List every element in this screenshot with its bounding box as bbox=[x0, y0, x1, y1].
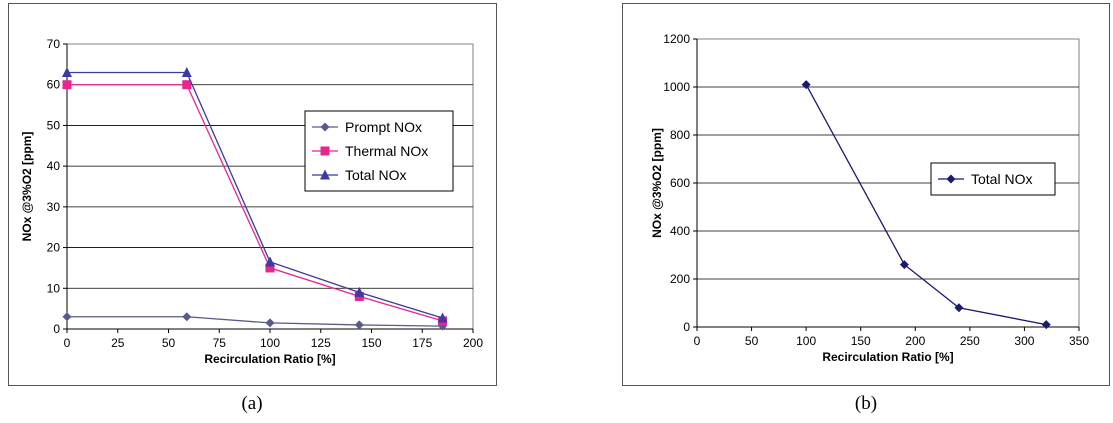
chart-b-x-tick-label: 150 bbox=[851, 334, 871, 348]
chart-b-y-tick-label: 1200 bbox=[663, 32, 690, 46]
chart-a-point-thermal-nox bbox=[62, 80, 72, 90]
chart-a-y-tick-label: 40 bbox=[47, 159, 61, 173]
chart-panel-b: 0 200 400 600 800 1000 1200 0 50 100 150 200 250 300 3… bbox=[622, 3, 1110, 386]
chart-a-y-tick-label: 60 bbox=[47, 78, 61, 92]
chart-a-point-prompt-nox bbox=[62, 312, 72, 322]
chart-a-point-total-nox bbox=[354, 286, 365, 297]
chart-a-legend-label-prompt-nox: Prompt NOx bbox=[345, 119, 422, 135]
chart-b-y-tick-label: 1000 bbox=[663, 80, 690, 94]
chart-b-x-tick-label: 350 bbox=[1069, 334, 1089, 348]
chart-a-point-total-nox bbox=[181, 67, 192, 77]
caption-a: (a) bbox=[241, 393, 263, 414]
chart-b-point-total-nox bbox=[899, 260, 909, 270]
chart-b-x-tick-label: 250 bbox=[960, 334, 980, 348]
chart-b-x-tick-label: 50 bbox=[745, 334, 759, 348]
chart-b-series-total-nox bbox=[801, 80, 1051, 330]
chart-b-svg: 0 200 400 600 800 1000 1200 0 50 100 150 200 250 300 3… bbox=[650, 32, 1089, 364]
chart-panel-a: 0 10 20 30 40 50 60 70 0 25 50 75 100 125 150 175 200 Rec… bbox=[8, 3, 497, 386]
chart-a-point-total-nox bbox=[265, 256, 275, 267]
chart-b-x-tick-label: 200 bbox=[905, 334, 925, 348]
chart-a-svg: 0 10 20 30 40 50 60 70 0 25 50 75 100 125 150 175 200 Rec… bbox=[20, 37, 483, 366]
chart-a-point-total-nox bbox=[437, 312, 448, 323]
chart-a-y-tick-label: 10 bbox=[47, 281, 61, 295]
chart-a-legend-marker-prompt-nox bbox=[320, 122, 330, 132]
chart-a-point-thermal-nox bbox=[182, 80, 192, 90]
chart-a-legend-label-total-nox: Total NOx bbox=[345, 167, 406, 183]
chart-a-legend-marker-total-nox bbox=[320, 169, 330, 180]
chart-b-line-total-nox bbox=[805, 84, 1047, 326]
chart-a-y-tick-label: 50 bbox=[47, 118, 61, 132]
chart-a-y-tick-label: 0 bbox=[53, 322, 60, 336]
chart-a-x-tick-label: 75 bbox=[213, 336, 227, 350]
chart-a-x-tick-label: 125 bbox=[311, 336, 331, 350]
chart-a-legend-marker-thermal-nox bbox=[320, 146, 330, 156]
chart-b-y-tick-label: 800 bbox=[670, 128, 690, 142]
caption-b: (b) bbox=[854, 393, 878, 414]
chart-a-x-tick-label: 175 bbox=[412, 336, 432, 350]
chart-b-y-tick-label: 600 bbox=[670, 176, 690, 190]
chart-b-point-total-nox bbox=[801, 80, 811, 90]
chart-a-point-thermal-nox bbox=[265, 263, 275, 273]
chart-a-x-tick-label: 25 bbox=[111, 336, 125, 350]
chart-a-x-tick-label: 200 bbox=[463, 336, 483, 350]
chart-a-point-prompt-nox bbox=[265, 318, 275, 328]
chart-a-point-prompt-nox bbox=[182, 312, 192, 322]
chart-b-y-tick-label: 200 bbox=[670, 272, 690, 286]
chart-a-point-prompt-nox bbox=[354, 320, 364, 330]
chart-a-x-tick-label: 100 bbox=[260, 336, 280, 350]
chart-b-y-axis-label: NOx @3%O2 [ppm] bbox=[650, 128, 664, 238]
chart-b-point-total-nox bbox=[954, 303, 964, 313]
chart-b-x-tick-label: 0 bbox=[694, 334, 701, 348]
chart-a-x-tick-label: 0 bbox=[64, 336, 71, 350]
chart-a-y-axis-label: NOx @3%O2 [ppm] bbox=[20, 132, 34, 242]
chart-a-legend-label-thermal-nox: Thermal NOx bbox=[345, 143, 428, 159]
chart-b-y-tick-label: 400 bbox=[670, 224, 690, 238]
chart-b-legend-label-total-nox: Total NOx bbox=[971, 171, 1032, 187]
chart-a-point-total-nox bbox=[62, 67, 72, 77]
chart-b-y-tick-label: 0 bbox=[683, 320, 690, 334]
chart-a-x-tick-label: 150 bbox=[361, 336, 381, 350]
chart-a-y-tick-label: 70 bbox=[47, 37, 61, 51]
chart-b-x-tick-label: 100 bbox=[796, 334, 816, 348]
chart-a-x-axis-label: Recirculation Ratio [%] bbox=[204, 352, 335, 366]
chart-b-point-total-nox bbox=[1041, 320, 1051, 330]
chart-b-x-axis-label: Recirculation Ratio [%] bbox=[822, 350, 953, 364]
chart-a-series-total-nox bbox=[62, 67, 448, 323]
chart-a-y-tick-label: 20 bbox=[47, 241, 61, 255]
chart-b-x-tick-label: 300 bbox=[1014, 334, 1034, 348]
chart-a-x-tick-label: 50 bbox=[162, 336, 176, 350]
chart-a-y-tick-label: 30 bbox=[47, 200, 61, 214]
chart-b-legend-marker-total-nox bbox=[946, 174, 956, 184]
